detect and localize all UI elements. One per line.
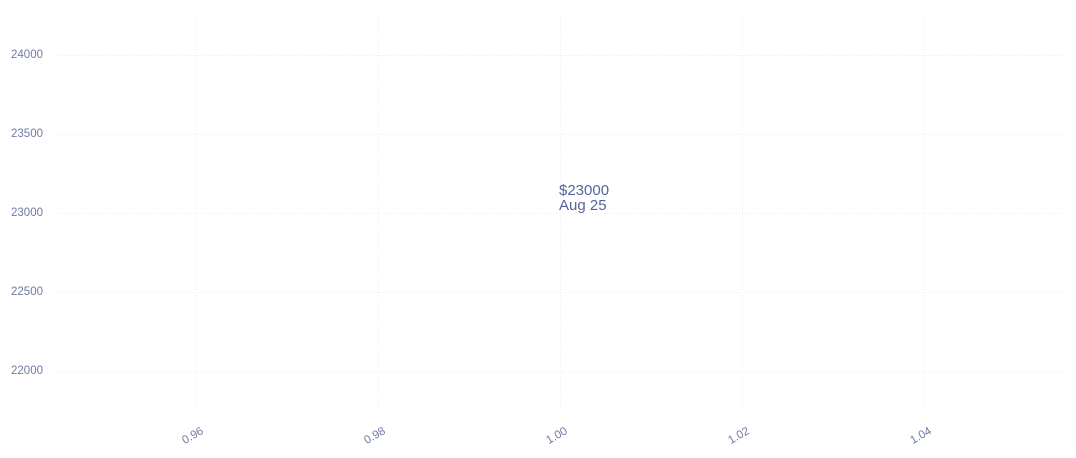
v-gridline	[924, 13, 925, 412]
h-gridline	[55, 55, 1063, 56]
point-annotation: $23000 Aug 25	[559, 182, 610, 214]
v-gridline	[378, 13, 379, 412]
y-tick-label: 22500	[11, 286, 43, 298]
y-tick-label: 24000	[11, 49, 43, 61]
h-gridline	[55, 371, 1063, 372]
v-gridline	[742, 13, 743, 412]
annotation-date: Aug 25	[559, 196, 607, 214]
y-tick-label: 22000	[11, 365, 43, 377]
y-tick-label: 23500	[11, 128, 43, 140]
y-tick-label: 23000	[11, 207, 43, 219]
annotation-price: $23000	[559, 182, 610, 199]
h-gridline	[55, 213, 1063, 214]
h-gridline	[55, 134, 1063, 135]
v-gridline	[196, 13, 197, 412]
v-gridline	[560, 13, 561, 412]
h-gridline	[55, 292, 1063, 293]
